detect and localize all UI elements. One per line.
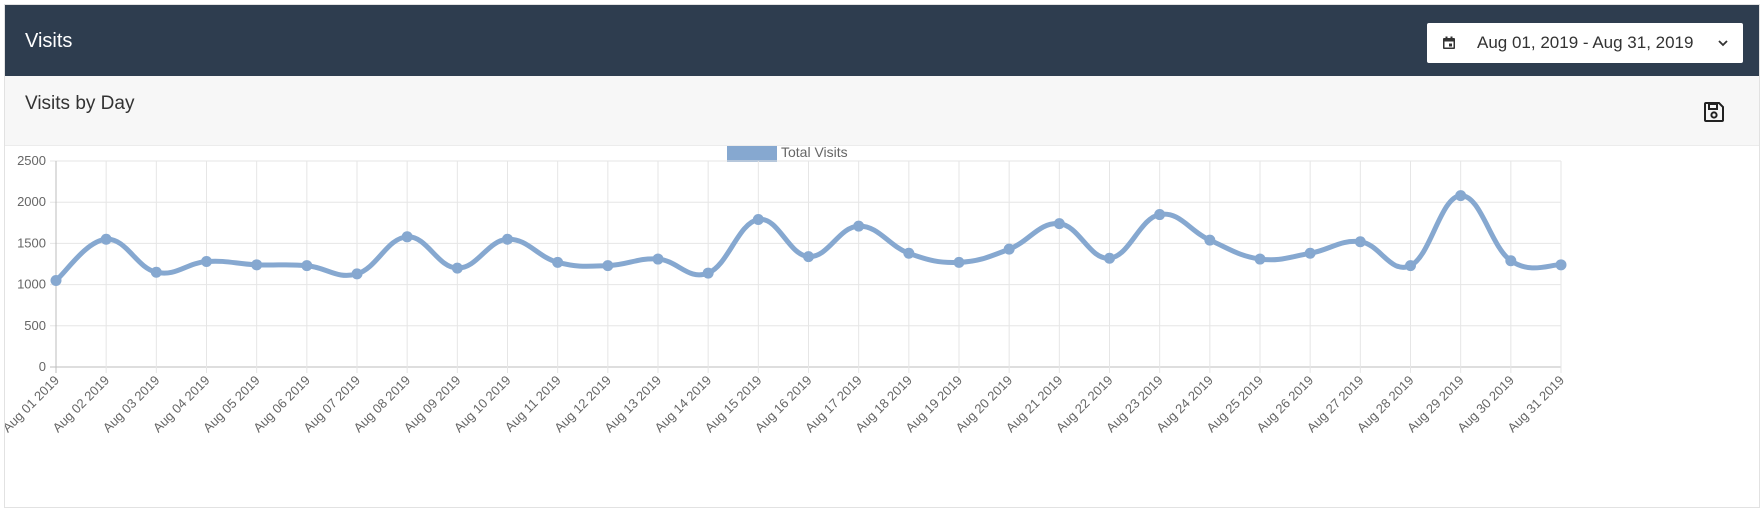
data-point[interactable] [150, 266, 162, 278]
data-point[interactable] [502, 233, 513, 245]
data-point[interactable] [903, 247, 915, 259]
chart-legend: Total Visits [727, 146, 848, 162]
data-point[interactable] [1354, 236, 1366, 248]
data-point[interactable] [1204, 234, 1216, 246]
data-point[interactable] [552, 256, 564, 268]
y-tick-label: 500 [24, 318, 46, 333]
data-point[interactable] [1254, 253, 1266, 265]
save-icon [1704, 102, 1724, 122]
data-point[interactable] [301, 260, 313, 272]
visits-by-day-chart: Total Visits 0 500 1000 1500 2000 2500 Aug 01… [5, 146, 1567, 436]
calendar-icon [1443, 36, 1455, 49]
data-point[interactable] [853, 220, 865, 232]
page-title: Visits [25, 30, 73, 52]
data-point[interactable] [1505, 255, 1517, 267]
data-point[interactable] [50, 274, 62, 286]
save-chart-button[interactable] [1700, 98, 1728, 126]
y-tick-label: 2000 [17, 194, 46, 209]
date-range-picker[interactable]: Aug 01, 2019 - Aug 31, 2019 [1427, 23, 1743, 63]
data-point[interactable] [451, 262, 463, 274]
chevron-down-icon [1718, 40, 1728, 47]
visits-page: Visits Aug 01, 2019 - Aug 31, 2019 Visit… [4, 4, 1760, 508]
data-point[interactable] [752, 214, 764, 226]
data-point[interactable] [702, 267, 714, 279]
data-point[interactable] [1455, 190, 1467, 202]
data-point[interactable] [803, 251, 814, 263]
series-total-visits [50, 190, 1567, 286]
y-tick-label: 1500 [17, 235, 46, 250]
data-point[interactable] [652, 253, 664, 265]
date-range-value: Aug 01, 2019 - Aug 31, 2019 [1477, 33, 1694, 52]
data-point[interactable] [602, 260, 614, 272]
data-point[interactable] [1304, 247, 1316, 259]
data-point[interactable] [251, 259, 263, 271]
data-point[interactable] [1154, 209, 1166, 221]
y-tick-label: 0 [39, 359, 46, 374]
data-point[interactable] [1003, 243, 1015, 255]
legend-swatch-total-visits [727, 146, 777, 162]
y-tick-label: 2500 [17, 153, 46, 168]
data-point[interactable] [1555, 259, 1567, 271]
data-point[interactable] [953, 256, 965, 268]
y-tick-label: 1000 [17, 277, 46, 292]
legend-label-total-visits: Total Visits [781, 146, 848, 160]
data-point[interactable] [1053, 218, 1065, 230]
data-point[interactable] [401, 231, 413, 243]
data-point[interactable] [201, 256, 212, 268]
data-point[interactable] [100, 233, 112, 245]
data-point[interactable] [1104, 252, 1115, 264]
top-bar: Visits Aug 01, 2019 - Aug 31, 2019 [5, 5, 1759, 76]
y-axis: 0 500 1000 1500 2000 2500 [17, 153, 46, 374]
data-point[interactable] [1405, 260, 1416, 272]
panel-title: Visits by Day [25, 93, 135, 114]
data-point[interactable] [351, 268, 363, 280]
panel-header: Visits by Day [5, 76, 1759, 146]
